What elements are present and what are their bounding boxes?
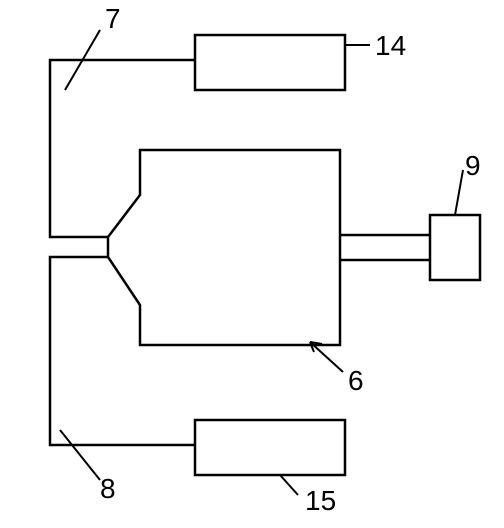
pipe-top — [50, 60, 195, 237]
label-l7: 7 — [105, 3, 121, 34]
lead-l15 — [280, 475, 298, 495]
lead-l9 — [455, 170, 463, 215]
box-right — [430, 215, 480, 280]
label-l15: 15 — [305, 485, 336, 516]
label-l14: 14 — [375, 30, 406, 61]
main-body — [108, 150, 340, 345]
box-top — [195, 35, 345, 90]
lead-l8 — [60, 430, 100, 480]
lead-l6 — [310, 342, 343, 372]
label-l8: 8 — [100, 473, 116, 504]
pipe-bottom — [50, 257, 195, 445]
label-l6: 6 — [348, 365, 364, 396]
box-bottom — [195, 420, 345, 475]
label-l9: 9 — [465, 150, 481, 181]
